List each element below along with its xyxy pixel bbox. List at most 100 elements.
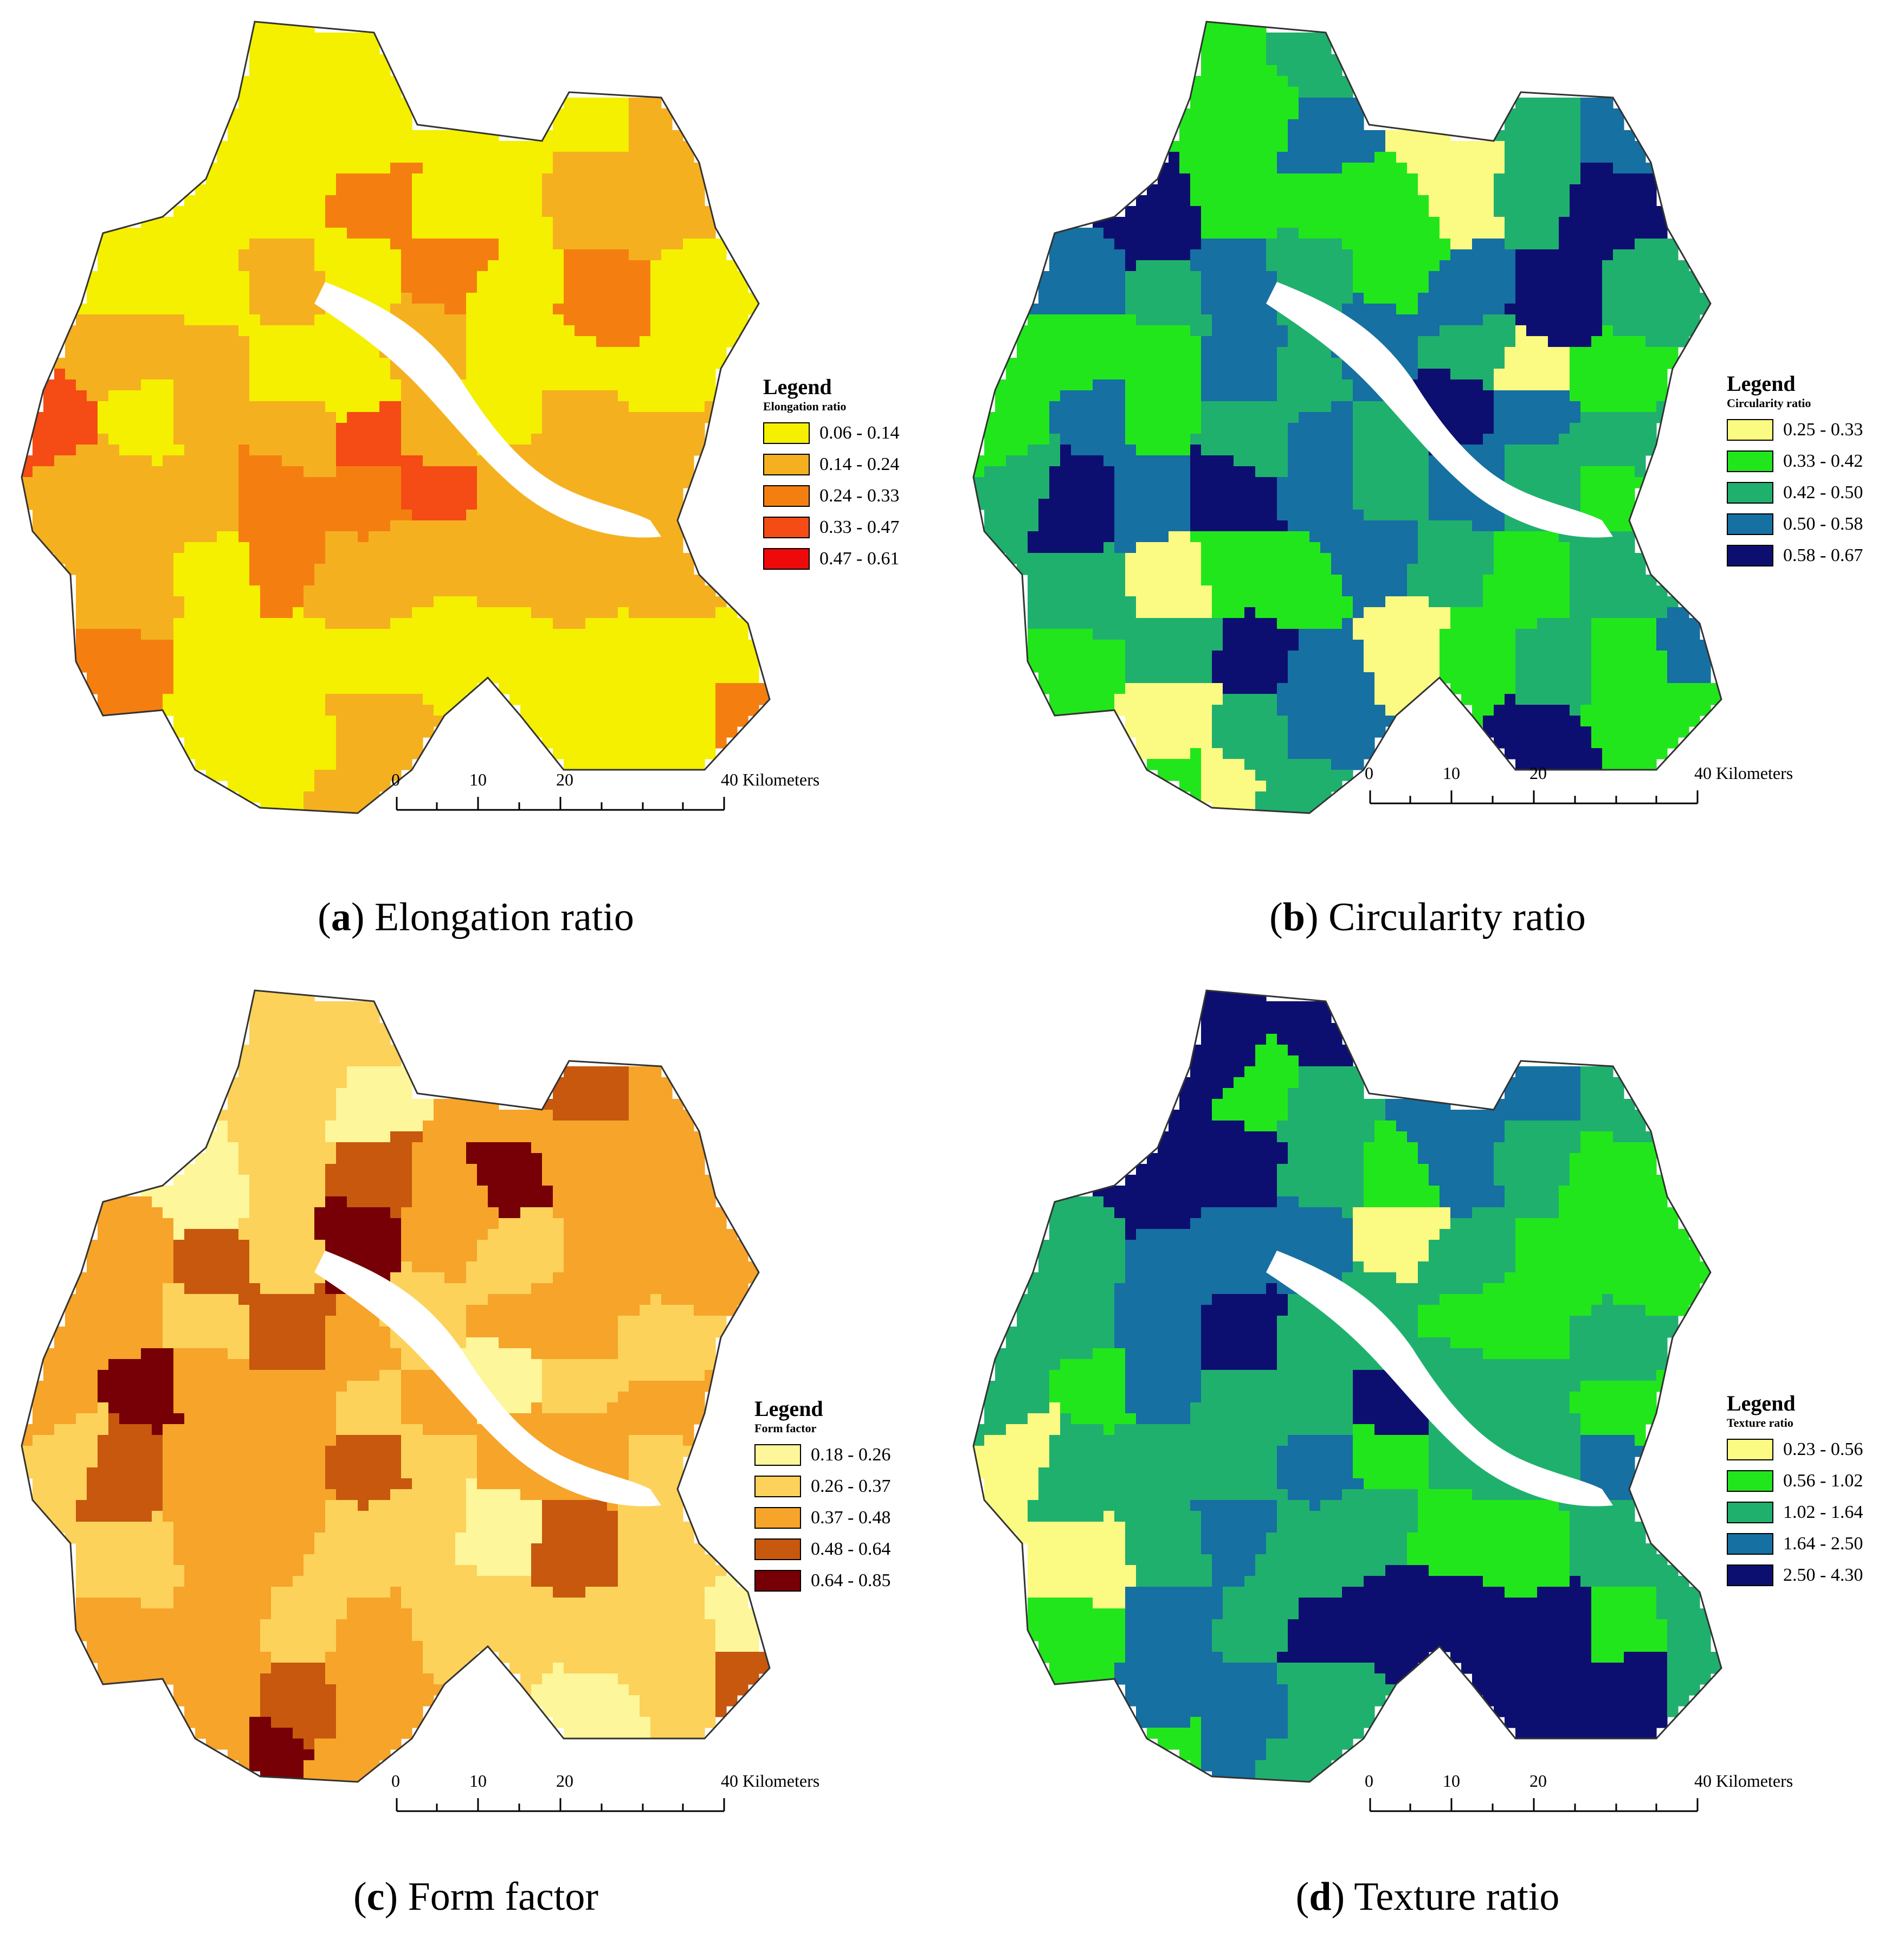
basin-cell xyxy=(1472,271,1483,282)
basin-cell xyxy=(358,716,369,727)
basin-cell xyxy=(531,401,543,413)
basin-cell xyxy=(520,651,532,662)
basin-cell xyxy=(683,390,694,402)
basin-cell xyxy=(1537,173,1548,185)
basin-cell xyxy=(1678,260,1689,272)
basin-cell xyxy=(76,564,87,575)
basin-cell xyxy=(585,575,597,586)
basin-cell xyxy=(260,455,272,467)
basin-cell xyxy=(1060,358,1072,369)
basin-cell xyxy=(466,249,477,261)
basin-cell xyxy=(705,737,716,749)
legend-subtitle: Elongation ratio xyxy=(763,400,847,413)
basin-cell xyxy=(1364,271,1375,282)
basin-cell xyxy=(509,304,521,315)
basin-cell xyxy=(195,466,206,478)
basin-cell xyxy=(1212,336,1223,347)
basin-cell xyxy=(434,520,445,532)
basin-cell xyxy=(575,629,586,640)
basin-cell xyxy=(564,98,575,109)
basin-cell xyxy=(531,607,543,619)
basin-cell xyxy=(249,423,261,434)
basin-cell xyxy=(1591,152,1603,163)
basin-cell xyxy=(531,412,543,423)
basin-cell xyxy=(1234,54,1245,66)
basin-cell xyxy=(683,661,694,673)
basin-cell xyxy=(293,629,304,640)
basin-cell xyxy=(1472,239,1483,250)
basin-cell xyxy=(618,445,629,456)
basin-cell xyxy=(1212,87,1223,98)
basin-cell xyxy=(531,596,543,608)
basin-cell xyxy=(217,412,228,423)
basin-cell xyxy=(423,607,434,619)
basin-cell xyxy=(325,726,337,738)
basin-cell xyxy=(1418,141,1429,152)
basin-cell xyxy=(596,466,608,478)
basin-cell xyxy=(184,510,196,521)
basin-cell xyxy=(282,217,293,228)
basin-cell xyxy=(683,260,694,272)
basin-cell xyxy=(553,466,564,478)
basin-cell xyxy=(282,781,293,792)
basin-cell xyxy=(1071,304,1082,315)
basin-cell xyxy=(1277,130,1288,141)
basin-cell xyxy=(304,737,315,749)
basin-cell xyxy=(672,325,683,337)
basin-cell xyxy=(1624,206,1635,217)
basin-cell xyxy=(379,65,391,76)
basin-cell xyxy=(325,401,337,413)
basin-cell xyxy=(293,22,304,33)
basin-cell xyxy=(444,477,456,488)
basin-cell xyxy=(369,130,380,141)
basin-cell xyxy=(358,141,369,152)
basin-cell xyxy=(694,379,705,391)
basin-cell xyxy=(238,694,250,705)
basin-cell xyxy=(650,260,662,272)
basin-cell xyxy=(618,607,629,619)
basin-cell xyxy=(1635,347,1646,358)
basin-cell xyxy=(347,33,358,44)
basin-cell xyxy=(1277,43,1288,55)
basin-cell xyxy=(575,705,586,716)
basin-cell xyxy=(54,434,66,445)
basin-cell xyxy=(282,87,293,98)
basin-cell xyxy=(1580,347,1592,358)
basin-cell xyxy=(477,217,488,228)
basin-cell xyxy=(455,336,467,347)
basin-cell xyxy=(325,705,337,716)
basin-cell xyxy=(152,314,163,326)
basin-cell xyxy=(1483,206,1494,217)
basin-cell xyxy=(304,434,315,445)
basin-cell xyxy=(249,596,261,608)
basin-cell xyxy=(423,520,434,532)
basin-cell xyxy=(195,282,206,293)
basin-cell xyxy=(694,304,705,315)
basin-cell xyxy=(98,390,109,402)
basin-cell xyxy=(585,98,597,109)
basin-cell xyxy=(1418,325,1429,337)
basin-cell xyxy=(206,694,217,705)
basin-cell xyxy=(564,184,575,196)
basin-cell xyxy=(119,564,131,575)
basin-cell xyxy=(542,455,553,467)
basin-cell xyxy=(304,65,315,76)
basin-cell xyxy=(163,239,174,250)
basin-cell xyxy=(640,271,651,282)
basin-cell xyxy=(564,271,575,282)
basin-cell xyxy=(1407,141,1418,152)
basin-cell xyxy=(1103,293,1115,304)
basin-cell xyxy=(358,390,369,402)
basin-cell xyxy=(173,412,185,423)
basin-cell xyxy=(271,412,282,423)
basin-cell xyxy=(423,531,434,543)
basin-cell xyxy=(141,466,152,478)
basin-cell xyxy=(444,640,456,651)
basin-cell xyxy=(499,141,510,152)
basin-cell xyxy=(336,401,347,413)
basin-cell xyxy=(1114,271,1126,282)
basin-cell xyxy=(1418,293,1429,304)
basin-cell xyxy=(293,423,304,434)
basin-cell xyxy=(1320,119,1332,131)
basin-cell xyxy=(531,304,543,315)
